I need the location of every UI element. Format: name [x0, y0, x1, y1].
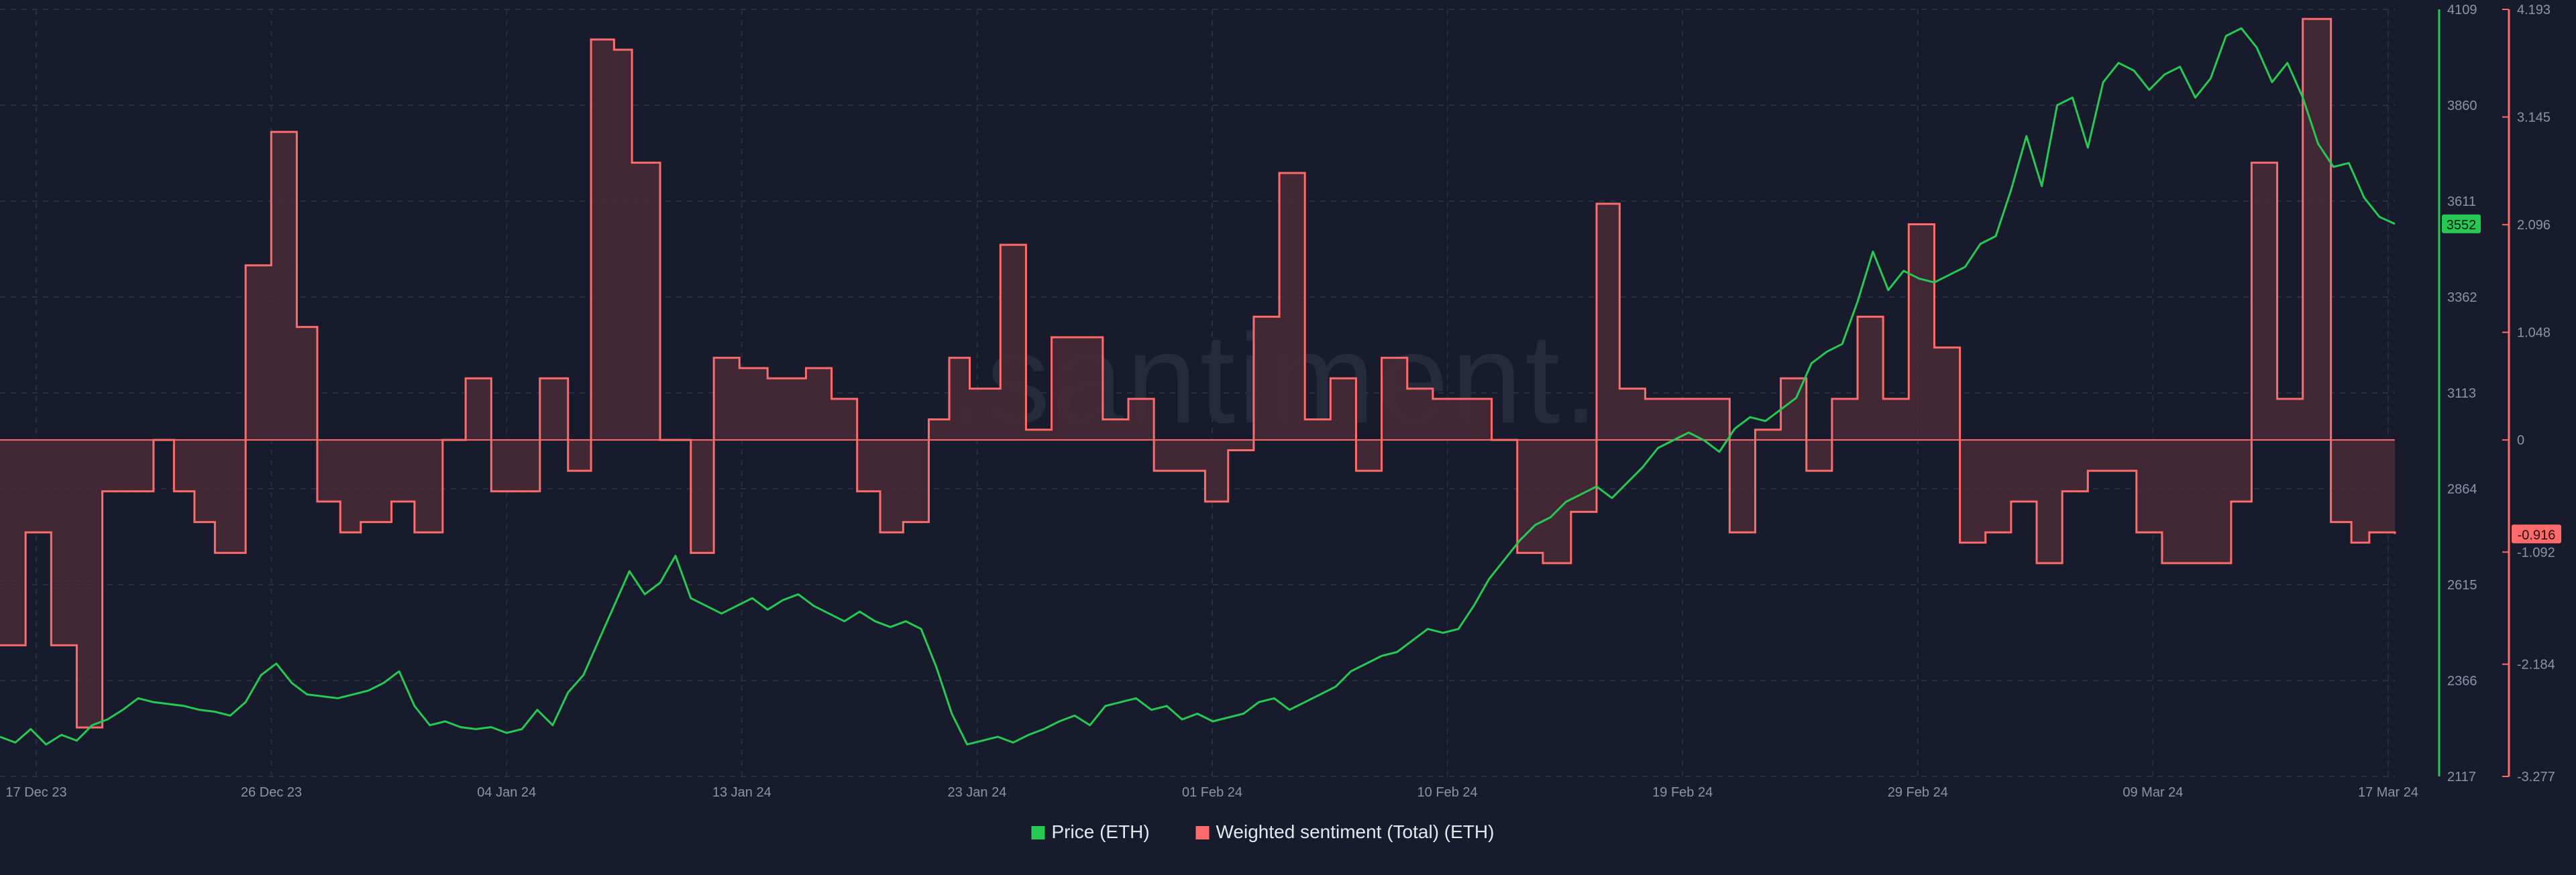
price-series: [0, 27, 2396, 746]
price-tick-label: 2117: [2447, 770, 2476, 784]
x-tick-label: 10 Feb 24: [1417, 785, 1478, 800]
legend-swatch[interactable]: [1195, 826, 1210, 839]
price-tick-label: 3611: [2447, 194, 2476, 209]
sentiment-tick-label: 2.096: [2517, 218, 2551, 233]
legend-swatch[interactable]: [1031, 826, 1045, 839]
sentiment-current-badge: [2512, 524, 2561, 544]
x-tick-label: 17 Mar 24: [2358, 785, 2418, 800]
x-tick-label: 23 Jan 24: [947, 785, 1006, 800]
sentiment-tick-label: -2.184: [2517, 658, 2555, 673]
sentiment-area: [0, 19, 2395, 727]
x-tick-label: 29 Feb 24: [1888, 785, 1948, 800]
sentiment-tick-label: 3.145: [2517, 110, 2551, 125]
price-tick-label: 3113: [2447, 386, 2476, 401]
x-tick-label: 19 Feb 24: [1652, 785, 1713, 800]
price-tick-label: 4109: [2447, 3, 2477, 17]
x-tick-label: 13 Jan 24: [712, 785, 771, 800]
price-tick-label: 2615: [2447, 578, 2477, 593]
price-line: [0, 27, 2396, 746]
legend-label[interactable]: Weighted sentiment (Total) (ETH): [1216, 821, 1495, 842]
x-tick-label: 17 Dec 23: [5, 785, 66, 800]
sentiment-tick-label: -1.092: [2517, 545, 2555, 560]
price-current-value: 3552: [2447, 218, 2477, 233]
sentiment-line: [0, 17, 2396, 729]
legend-label[interactable]: Price (ETH): [1052, 821, 1150, 842]
price-tick-label: 3362: [2447, 290, 2477, 305]
sentiment-tick-label: -3.277: [2517, 770, 2555, 784]
x-tick-label: 04 Jan 24: [477, 785, 536, 800]
sentiment-tick-label: 4.193: [2517, 3, 2551, 17]
price-tick-label: 3860: [2447, 99, 2477, 113]
x-tick-label: 01 Feb 24: [1182, 785, 1242, 800]
price-current-badge: [2442, 214, 2481, 233]
price-tick-label: 2366: [2447, 674, 2477, 689]
x-tick-label: 26 Dec 23: [241, 785, 302, 800]
sentiment-tick-label: 0: [2517, 433, 2524, 448]
axis-layer: 4109 3860 3611 3362 3113 2864 2615 2366 2117 17 D…: [5, 3, 2561, 800]
sentiment-series: [0, 17, 2396, 729]
sentiment-tick-label: 1.048: [2517, 326, 2551, 341]
sentiment-current-value: -0.916: [2518, 528, 2556, 542]
price-tick-label: 2864: [2447, 482, 2477, 497]
x-tick-label: 09 Mar 24: [2123, 785, 2183, 800]
legend[interactable]: Price (ETH) Weighted sentiment (Total) (E…: [1031, 821, 1495, 842]
